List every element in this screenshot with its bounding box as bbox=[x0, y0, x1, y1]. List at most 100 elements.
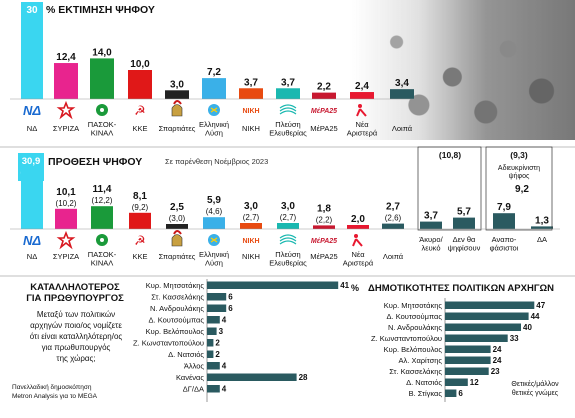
kke-hammer-sickle: ☭ bbox=[134, 233, 146, 248]
pm-bar bbox=[207, 339, 214, 347]
estimate-category-label: ΣΥΡΙΖΑ bbox=[53, 124, 79, 133]
undecided-label: Αδιευκρίνιστη bbox=[498, 164, 540, 172]
pm-value-label: 3 bbox=[219, 327, 224, 336]
kke-hammer-sickle: ☭ bbox=[134, 103, 146, 118]
popularity-category-label: Δ. Νατσιός bbox=[406, 378, 442, 387]
mera25-text: ΜέΡΑ25 bbox=[311, 108, 337, 115]
intention-bar bbox=[382, 223, 404, 229]
intention-bar bbox=[129, 212, 151, 229]
plefsi-wave bbox=[279, 107, 297, 112]
spartan-helmet bbox=[171, 104, 183, 117]
estimate-category-label: Σπαρτιάτες bbox=[159, 124, 196, 133]
popularity-note: θετικές γνώμες bbox=[512, 389, 559, 397]
intention-category-label: ΣΥΡΙΖΑ bbox=[53, 252, 79, 261]
void-label: Άκυρο/ bbox=[419, 235, 443, 244]
estimate-value-label: 2,4 bbox=[355, 81, 369, 92]
pm-value-label: 4 bbox=[222, 385, 227, 394]
popularity-note: Θετικές/μάλλον bbox=[511, 380, 559, 388]
intention-category-label: Νέα bbox=[351, 250, 365, 259]
intention-value-label: 5,7 bbox=[457, 207, 471, 218]
intention-badge-main: 30,9 bbox=[22, 156, 41, 167]
pm-value-label: 2 bbox=[215, 350, 220, 359]
intention-value-label: 2,7 bbox=[386, 202, 400, 213]
estimate-category-label: ΜέΡΑ25 bbox=[310, 124, 337, 133]
pasok-logo bbox=[96, 104, 108, 116]
pasok-sun-core bbox=[100, 238, 104, 242]
intention-category-label: ΠΑΣΟΚ- bbox=[88, 250, 117, 259]
estimate-category-label: ΚΙΝΑΛ bbox=[91, 129, 114, 138]
pm-source: Πανελλαδική δημοσκόπηση bbox=[12, 383, 92, 391]
estimate-value-label: 3,0 bbox=[170, 79, 184, 90]
intention-value-label: 10,1 bbox=[56, 187, 76, 198]
intention-category-label: ΚΚΕ bbox=[132, 252, 147, 261]
pm-source: Metron Analysis για το MEGA bbox=[12, 393, 98, 400]
mera25-logo: ΜέΡΑ25 bbox=[311, 238, 337, 245]
popularity-value-label: 47 bbox=[536, 301, 545, 310]
pm-value-label: 28 bbox=[299, 373, 308, 382]
mera25-text: ΜέΡΑ25 bbox=[311, 238, 337, 245]
intention-category-label: ΜέΡΑ25 bbox=[310, 252, 337, 261]
pm-value-label: 6 bbox=[228, 304, 233, 313]
intention-subtitle: Σε παρένθεση Νοέμβριος 2023 bbox=[165, 157, 268, 166]
intention-category-label: Πλεύση bbox=[275, 250, 300, 259]
intention-category-label: ΝΙΚΗ bbox=[242, 252, 260, 261]
intention-category-label: ΚΙΝΑΛ bbox=[91, 259, 114, 268]
intention-value-label: 3,7 bbox=[424, 211, 438, 222]
pm-category-label: Ν. Ανδρουλάκης bbox=[150, 304, 204, 313]
plefsi-wave bbox=[279, 234, 297, 239]
estimate-bar bbox=[390, 89, 414, 99]
pm-bar bbox=[207, 293, 227, 301]
pm-question: της χώρας; bbox=[56, 354, 95, 363]
intention-value-label: 8,1 bbox=[133, 191, 147, 202]
abstain-label: ψηφίσουν bbox=[448, 244, 481, 253]
pasok-sun-core bbox=[100, 108, 104, 112]
popularity-value-label: 40 bbox=[523, 323, 532, 332]
pm-bar bbox=[207, 304, 227, 312]
intention-prev-label: (2,6) bbox=[385, 214, 402, 223]
nea-body bbox=[352, 238, 363, 247]
intention-value-label: 1,8 bbox=[317, 203, 331, 214]
intention-bar bbox=[347, 225, 369, 229]
popularity-category-label: Κυρ. Βελόπουλος bbox=[384, 345, 443, 354]
intention-prev-label: (2,2) bbox=[316, 215, 333, 224]
mera25-logo: ΜέΡΑ25 bbox=[311, 108, 337, 115]
popularity-value-label: 33 bbox=[510, 334, 519, 343]
syriza-logo bbox=[56, 100, 76, 120]
crowd-photo bbox=[352, 0, 575, 140]
elliniki-lysi-logo bbox=[208, 104, 220, 116]
pasok-logo bbox=[96, 234, 108, 246]
kke-logo: ☭ bbox=[134, 233, 146, 248]
nea-aristera-logo bbox=[352, 234, 363, 247]
pm-title: ΚΑΤΑΛΛΗΛΟΤΕΡΟΣ bbox=[30, 282, 120, 293]
estimate-bar bbox=[54, 63, 78, 99]
pm-bar bbox=[207, 327, 217, 335]
undecided-total: 9,2 bbox=[515, 184, 529, 195]
estimate-value-label: 12,4 bbox=[56, 52, 76, 63]
intention-bar bbox=[166, 224, 188, 229]
popularity-percent: % bbox=[351, 283, 359, 293]
estimate-bar bbox=[312, 92, 336, 99]
intention-value-label: 7,9 bbox=[497, 202, 511, 213]
popularity-value-label: 44 bbox=[531, 312, 540, 321]
estimate-category-label: ΠΑΣΟΚ- bbox=[88, 120, 117, 129]
pm-title: ΓΙΑ ΠΡΩΘΥΠΟΥΡΓΟΣ bbox=[26, 293, 124, 304]
estimate-category-label: Νέα bbox=[355, 120, 369, 129]
undecided-cat-label: Αναπο- bbox=[492, 235, 517, 244]
estimate-value-label: 7,2 bbox=[207, 67, 221, 78]
intention-value-label: 3,0 bbox=[244, 201, 258, 212]
pm-value-label: 6 bbox=[228, 293, 233, 302]
elliniki-lysi-logo bbox=[208, 234, 220, 246]
intention-value-label: 3,0 bbox=[281, 201, 295, 212]
intention-bar bbox=[203, 217, 225, 229]
abstain-label: Δεν θα bbox=[453, 235, 476, 244]
popularity-bar bbox=[445, 378, 468, 386]
nd-logo: ΝΔ bbox=[23, 233, 41, 248]
pm-question: Μεταξύ των πολιτικών bbox=[37, 310, 115, 319]
ellisi-mark bbox=[210, 237, 218, 243]
syriza-logo bbox=[56, 230, 76, 250]
pm-bar bbox=[207, 373, 297, 381]
spartiates-logo bbox=[171, 100, 183, 117]
estimate-bar bbox=[165, 90, 189, 99]
pm-category-label: Κανένας bbox=[176, 373, 204, 382]
